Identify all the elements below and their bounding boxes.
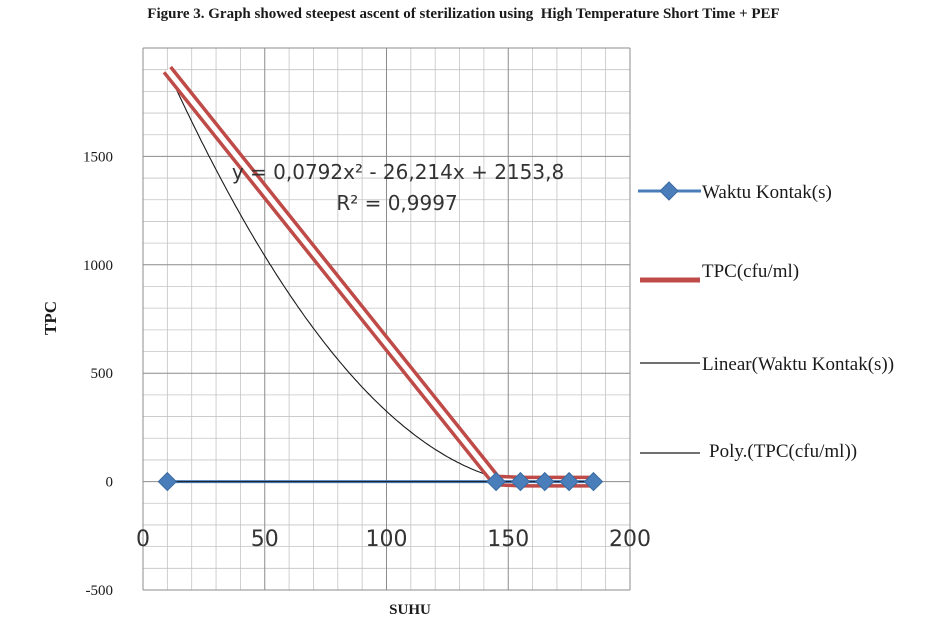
series-layer	[157, 65, 604, 492]
series-line-tpc-inner	[165, 68, 594, 485]
y-tick-labels: -500 0 500 1000 1500	[83, 149, 113, 599]
y-tick-label: 0	[106, 475, 114, 491]
legend-label: Linear(Waktu Kontak(s))	[702, 354, 894, 375]
y-tick-label: 1500	[83, 149, 113, 165]
r-squared-label: R² = 0,9997	[336, 191, 457, 215]
y-tick-label: 1000	[83, 258, 113, 274]
x-tick-label: 100	[366, 527, 408, 552]
legend-label: TPC(cfu/ml)	[702, 261, 799, 282]
y-axis-label: TPC	[41, 301, 60, 335]
data-point-waktu-kontak	[510, 471, 531, 492]
legend: Waktu Kontak(s) TPC(cfu/ml) Linear(Waktu K…	[638, 181, 894, 462]
x-tick-labels: 0 50 100 150 200	[136, 527, 651, 552]
poly-trendline	[166, 69, 594, 486]
chart-title: Figure 3. Graph showed steepest ascent o…	[147, 6, 780, 22]
data-point-waktu-kontak	[583, 471, 604, 492]
x-tick-label: 200	[609, 527, 651, 552]
data-point-waktu-kontak	[157, 471, 178, 492]
y-tick-label: -500	[86, 583, 114, 599]
series-line-tpc	[162, 65, 594, 488]
legend-label: Waktu Kontak(s)	[702, 182, 832, 203]
data-point-waktu-kontak	[535, 471, 555, 492]
x-tick-label: 0	[136, 527, 150, 552]
legend-label: Poly.(TPC(cfu/ml))	[709, 441, 857, 462]
y-tick-label: 500	[91, 366, 114, 382]
x-tick-label: 50	[251, 527, 279, 552]
x-tick-label: 150	[487, 527, 529, 552]
data-point-waktu-kontak	[486, 471, 506, 492]
trendline-equation: y = 0,0792x² - 26,214x + 2153,8	[232, 160, 564, 184]
x-axis-label: SUHU	[389, 602, 431, 618]
legend-marker-waktu-kontak	[659, 181, 679, 201]
data-point-waktu-kontak	[559, 471, 579, 492]
